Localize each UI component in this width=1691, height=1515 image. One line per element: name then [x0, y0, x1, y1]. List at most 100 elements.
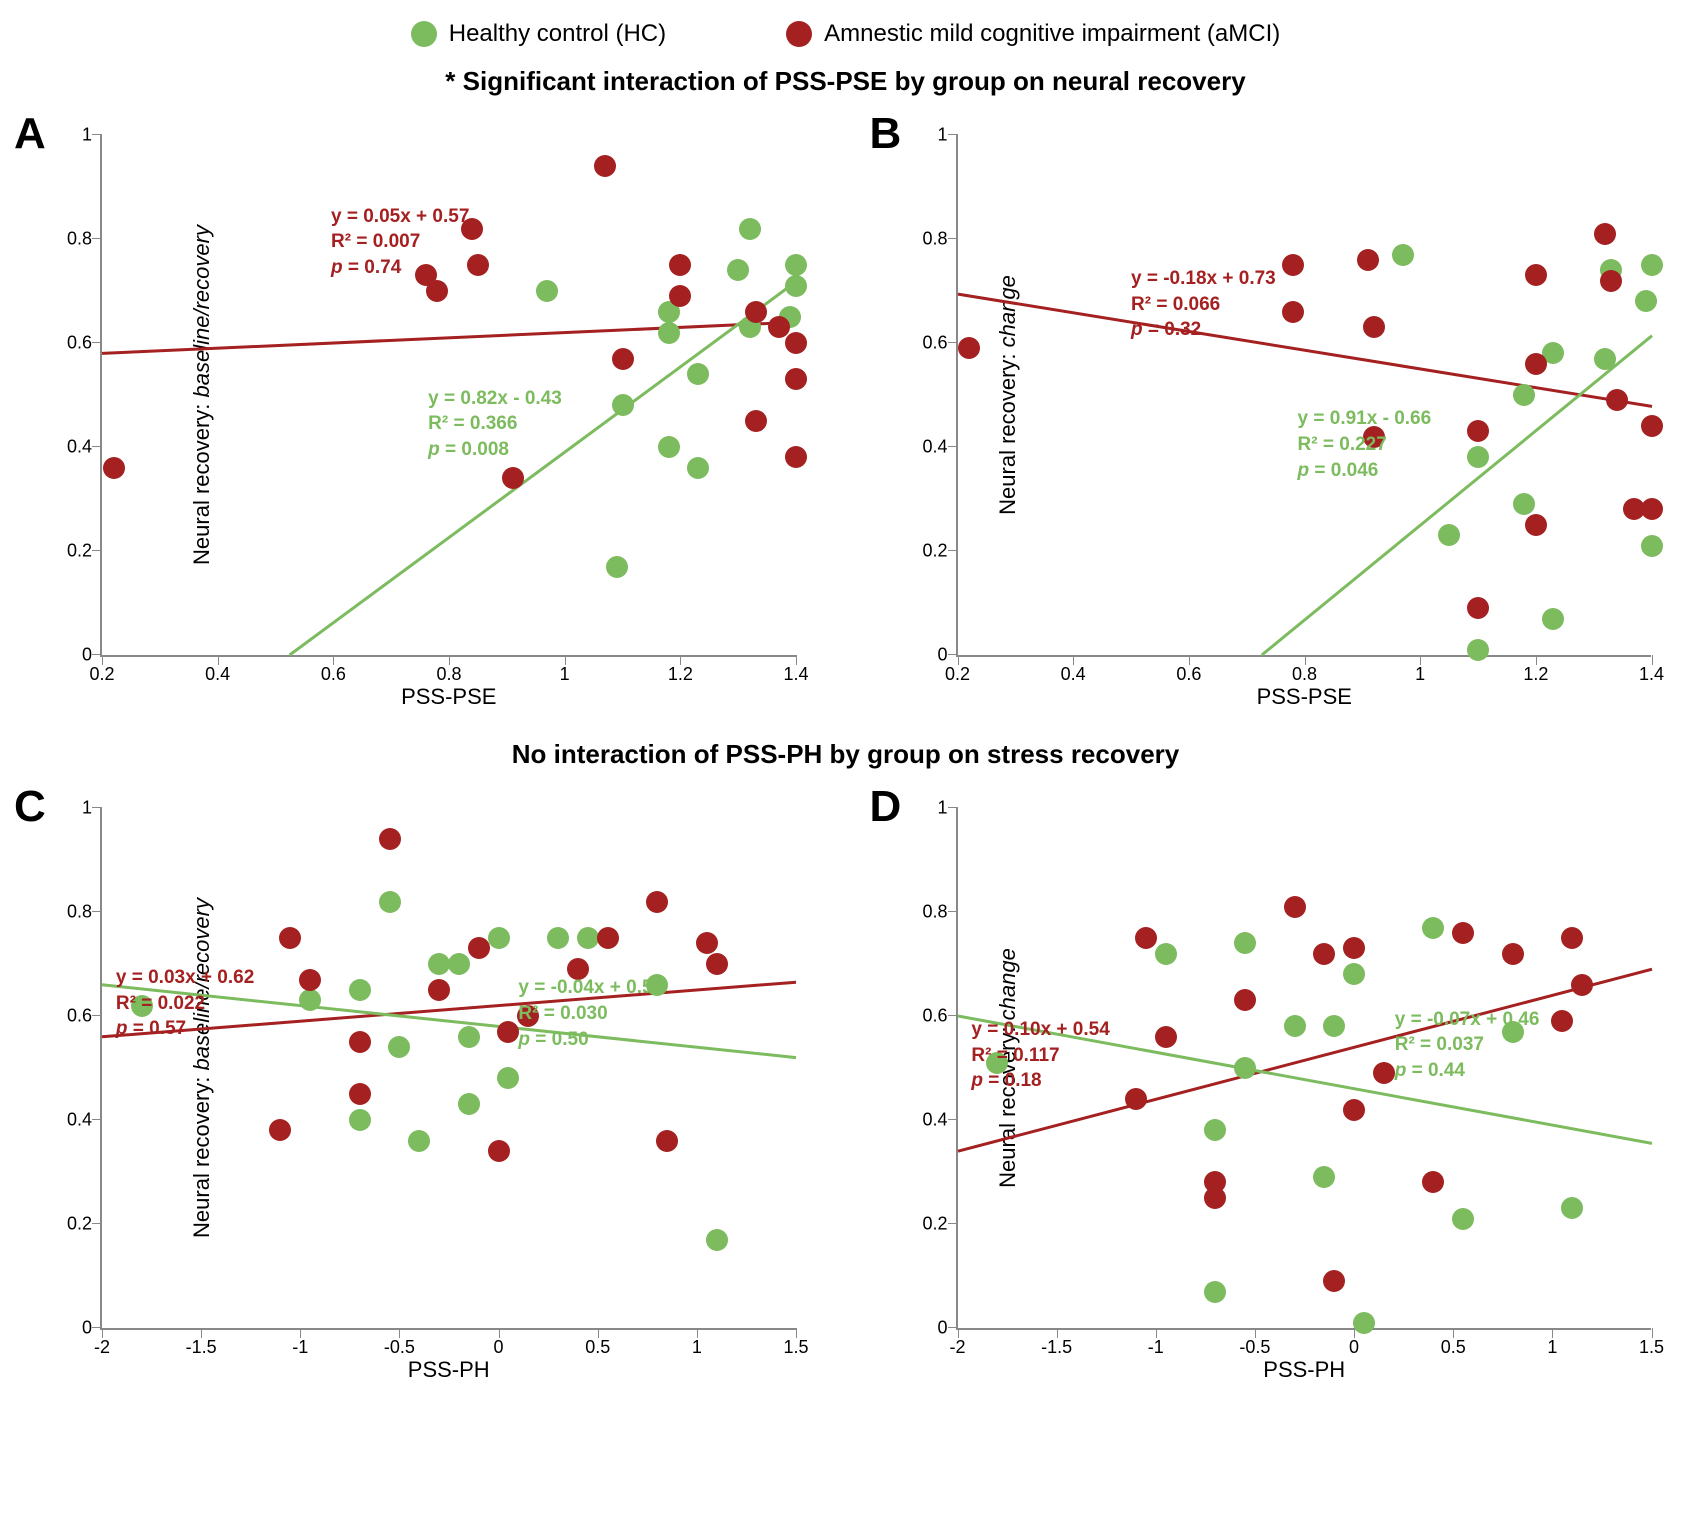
scatter-point-red [1282, 254, 1304, 276]
scatter-point-green [1343, 963, 1365, 985]
x-tick-label: -1 [1148, 1337, 1164, 1358]
scatter-point-green [1542, 608, 1564, 630]
regression-line-green [290, 282, 796, 655]
scatter-point-green [739, 218, 761, 240]
x-tick-label: 0.4 [205, 664, 230, 685]
scatter-point-green [687, 363, 709, 385]
scatter-point-red [1641, 415, 1663, 437]
panel-A-letter: A [14, 109, 46, 159]
scatter-point-red [669, 254, 691, 276]
y-tick [948, 911, 958, 912]
regression-equation-green: y = 0.82x - 0.43R² = 0.366p = 0.008 [428, 386, 562, 463]
scatter-point-green [1467, 639, 1489, 661]
y-tick-label: 0.2 [52, 1214, 92, 1235]
scatter-point-green [1284, 1015, 1306, 1037]
scatter-point-red [1363, 316, 1385, 338]
scatter-point-green [706, 1229, 728, 1251]
y-tick-label: 0.8 [52, 902, 92, 923]
regression-lines [102, 808, 796, 1328]
scatter-point-green [497, 1067, 519, 1089]
x-tick-label: -2 [949, 1337, 965, 1358]
scatter-point-red [597, 927, 619, 949]
scatter-point-red [612, 348, 634, 370]
scatter-point-green [1513, 493, 1535, 515]
scatter-point-red [428, 979, 450, 1001]
scatter-point-green [687, 457, 709, 479]
y-tick-label: 0.4 [908, 1110, 948, 1131]
regression-equation-green: y = -0.07x + 0.46R² = 0.037p = 0.44 [1395, 1007, 1540, 1084]
scatter-point-green [606, 556, 628, 578]
scatter-point-red [1641, 498, 1663, 520]
scatter-point-red [785, 368, 807, 390]
regression-equation-green: y = -0.04x + 0.58R² = 0.030p = 0.50 [518, 975, 663, 1052]
scatter-point-red [958, 337, 980, 359]
scatter-point-red [1422, 1171, 1444, 1193]
scatter-point-green [1561, 1197, 1583, 1219]
scatter-point-green [388, 1036, 410, 1058]
scatter-point-red [1135, 927, 1157, 949]
y-tick [948, 1015, 958, 1016]
scatter-point-red [1600, 270, 1622, 292]
scatter-point-red [696, 932, 718, 954]
legend-amci-dot [786, 21, 812, 47]
scatter-point-red [426, 280, 448, 302]
regression-equation-green: y = 0.91x - 0.66R² = 0.227p = 0.046 [1298, 406, 1432, 483]
scatter-point-red [1343, 937, 1365, 959]
x-tick-label: 0.4 [1061, 664, 1086, 685]
scatter-point-red [1525, 514, 1547, 536]
scatter-point-red [103, 457, 125, 479]
panel-C-plot: Neural recovery: baseline/recoveryPSS-PH… [100, 808, 796, 1330]
x-tick-label: 0 [1349, 1337, 1359, 1358]
y-tick [92, 446, 102, 447]
y-tick-label: 0 [908, 645, 948, 666]
scatter-point-green [577, 927, 599, 949]
scatter-point-red [1357, 249, 1379, 271]
scatter-point-green [1422, 917, 1444, 939]
y-tick-label: 0.6 [52, 333, 92, 354]
scatter-point-red [349, 1031, 371, 1053]
x-tick-label: 1.5 [1639, 1337, 1664, 1358]
scatter-point-green [1635, 290, 1657, 312]
scatter-point-red [669, 285, 691, 307]
scatter-point-red [279, 927, 301, 949]
y-tick-label: 0.6 [908, 333, 948, 354]
x-tick-label: -0.5 [384, 1337, 415, 1358]
scatter-point-green [658, 322, 680, 344]
panel-grid: A Neural recovery: baseline/recoveryPSS-… [20, 115, 1671, 727]
y-tick [948, 342, 958, 343]
scatter-point-green [349, 1109, 371, 1131]
scatter-point-red [1125, 1088, 1147, 1110]
regression-equation-red: y = 0.03x + 0.62R² = 0.022p = 0.57 [116, 965, 254, 1042]
legend-hc: Healthy control (HC) [411, 20, 666, 48]
y-tick [948, 1119, 958, 1120]
scatter-point-green [299, 989, 321, 1011]
panel-C: C Neural recovery: baseline/recoveryPSS-… [20, 788, 816, 1400]
scatter-point-green [1452, 1208, 1474, 1230]
scatter-point-red [768, 316, 790, 338]
legend-amci: Amnestic mild cognitive impairment (aMCI… [786, 20, 1280, 48]
y-tick [948, 1327, 958, 1328]
legend-amci-label: Amnestic mild cognitive impairment (aMCI… [824, 20, 1280, 48]
x-tick-label: 1 [1547, 1337, 1557, 1358]
y-tick [92, 1327, 102, 1328]
scatter-point-green [458, 1093, 480, 1115]
panel-C-letter: C [14, 782, 46, 832]
x-tick-label: 1 [692, 1337, 702, 1358]
y-tick-label: 1 [908, 125, 948, 146]
scatter-point-green [349, 979, 371, 1001]
scatter-point-red [1155, 1026, 1177, 1048]
y-tick [948, 654, 958, 655]
y-tick [92, 1119, 102, 1120]
scatter-point-red [269, 1119, 291, 1141]
x-tick-label: 1 [560, 664, 570, 685]
y-tick [92, 911, 102, 912]
scatter-point-green [547, 927, 569, 949]
scatter-point-red [1551, 1010, 1573, 1032]
scatter-point-green [1234, 932, 1256, 954]
x-tick-label: 0.8 [436, 664, 461, 685]
y-tick [948, 446, 958, 447]
scatter-point-green [1155, 943, 1177, 965]
scatter-point-red [1525, 264, 1547, 286]
scatter-point-red [1571, 974, 1593, 996]
panel-B-letter: B [870, 109, 902, 159]
